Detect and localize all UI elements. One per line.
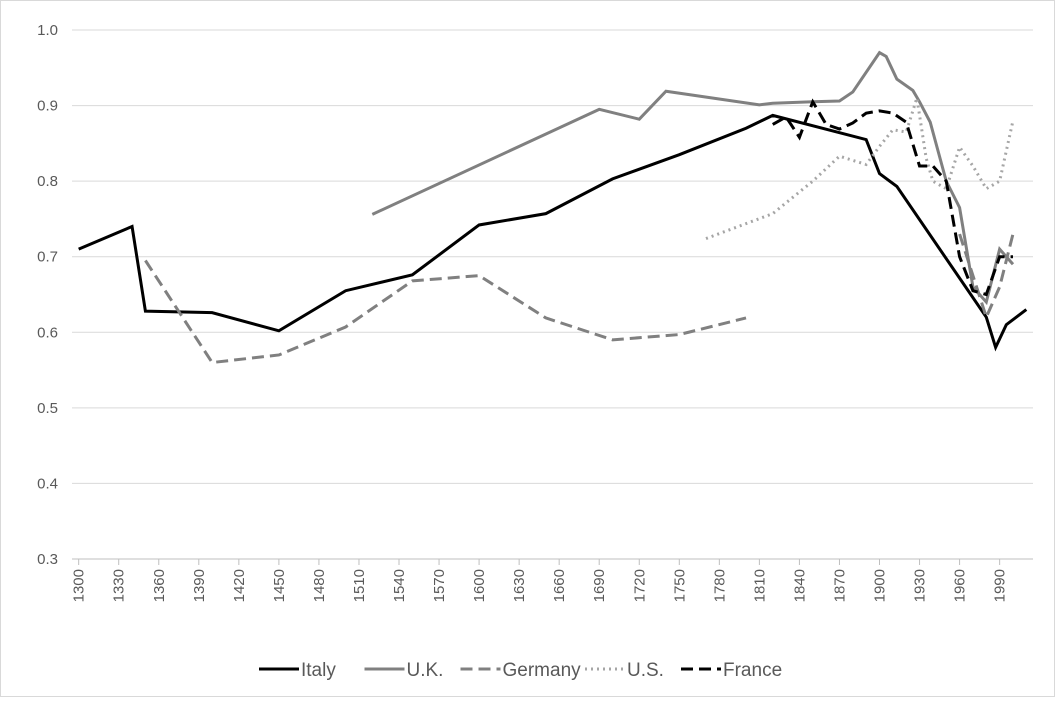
x-tick-label: 1900 <box>872 569 889 602</box>
x-tick-label: 1390 <box>191 569 208 602</box>
x-tick-label: 1480 <box>311 569 328 602</box>
x-tick-label: 1300 <box>71 569 88 602</box>
legend-label: Italy <box>301 660 336 681</box>
y-tick-label: 1.0 <box>37 22 58 39</box>
y-tick-label: 0.3 <box>37 551 58 568</box>
y-tick-label: 0.4 <box>37 475 58 492</box>
legend-label: U.S. <box>627 660 664 681</box>
x-tick-label: 1780 <box>711 569 728 602</box>
x-tick-label: 1510 <box>351 569 368 602</box>
x-tick-label: 1540 <box>391 569 408 602</box>
y-tick-label: 0.8 <box>37 173 58 190</box>
series-line <box>771 98 1013 297</box>
x-tick-label: 1930 <box>912 569 929 602</box>
x-tick-label: 1870 <box>831 569 848 602</box>
x-tick-label: 1810 <box>751 569 768 602</box>
x-tick-label: 1570 <box>431 569 448 602</box>
series-line <box>78 113 1028 352</box>
y-tick-label: 0.7 <box>37 249 58 266</box>
x-tick-label: 1360 <box>151 569 168 602</box>
x-tick-label: 1450 <box>271 569 288 602</box>
y-tick-label: 0.5 <box>37 400 58 417</box>
legend-label: Germany <box>503 660 582 681</box>
x-tick-label: 1660 <box>551 569 568 602</box>
x-tick-label: 1840 <box>791 569 808 602</box>
series-line <box>144 233 1015 365</box>
legend-label: France <box>723 660 782 681</box>
x-tick-label: 1630 <box>511 569 528 602</box>
x-tick-label: 1750 <box>671 569 688 602</box>
x-tick-label: 1990 <box>992 569 1009 602</box>
x-tick-label: 1600 <box>471 569 488 602</box>
y-tick-label: 0.6 <box>37 324 58 341</box>
series-line <box>705 97 1015 240</box>
x-tick-label: 1330 <box>111 569 128 602</box>
x-tick-label: 1960 <box>952 569 969 602</box>
y-tick-label: 0.9 <box>37 98 58 115</box>
x-tick-label: 1690 <box>591 569 608 602</box>
x-tick-label: 1420 <box>231 569 248 602</box>
legend-label: U.K. <box>407 660 444 681</box>
x-tick-label: 1720 <box>631 569 648 602</box>
